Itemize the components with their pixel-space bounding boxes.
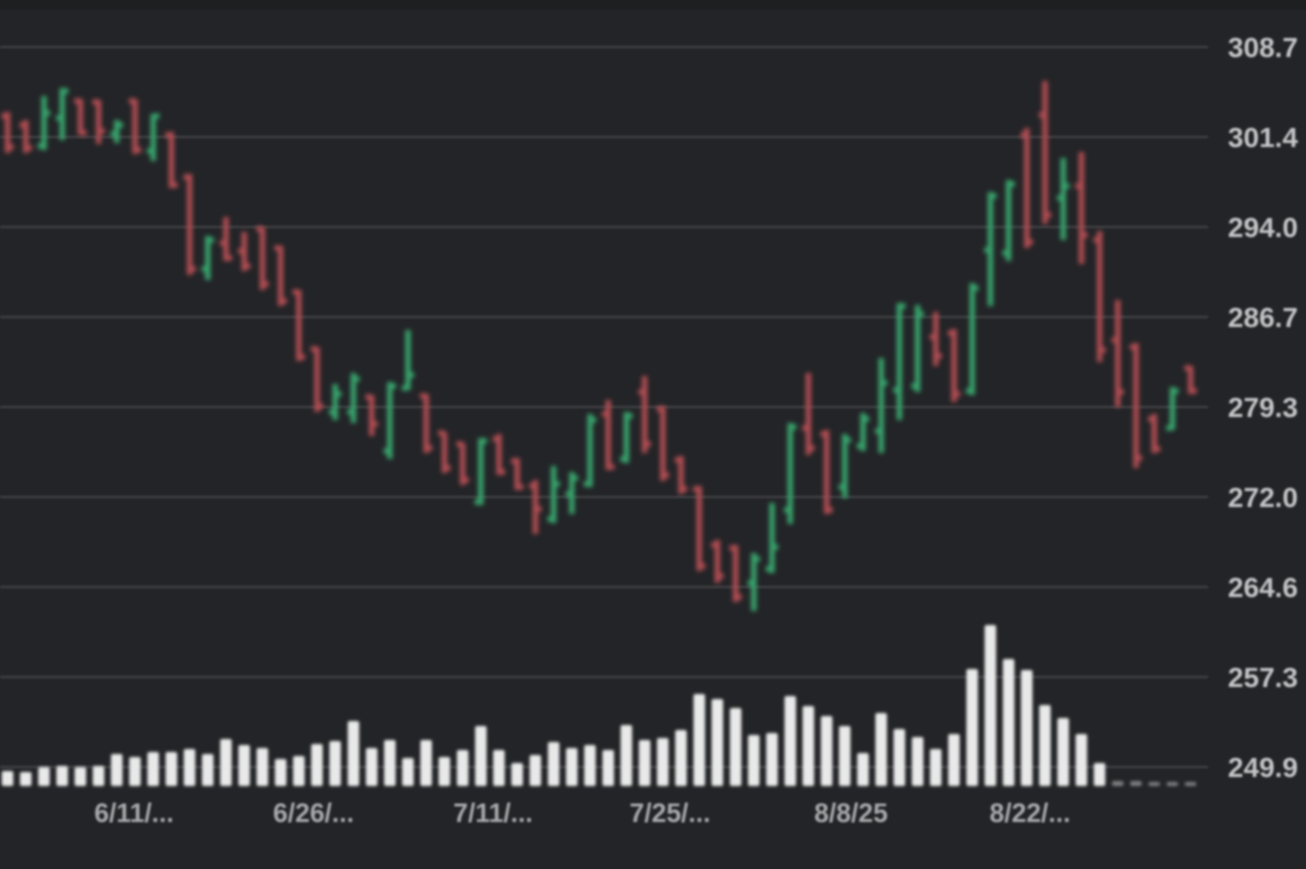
svg-text:286.7: 286.7 (1228, 302, 1298, 333)
svg-text:279.3: 279.3 (1228, 392, 1298, 423)
svg-text:294.0: 294.0 (1228, 212, 1298, 243)
svg-text:301.4: 301.4 (1228, 122, 1298, 153)
svg-text:8/22/...: 8/22/... (989, 798, 1070, 828)
svg-text:6/11/...: 6/11/... (94, 798, 174, 828)
svg-text:264.6: 264.6 (1228, 572, 1298, 603)
svg-text:257.3: 257.3 (1228, 662, 1298, 693)
svg-text:272.0: 272.0 (1228, 482, 1298, 513)
svg-text:308.7: 308.7 (1228, 32, 1298, 63)
svg-text:7/11/...: 7/11/... (453, 798, 533, 828)
svg-text:8/8/25: 8/8/25 (814, 798, 888, 828)
svg-text:249.9: 249.9 (1228, 752, 1298, 783)
svg-text:6/26/...: 6/26/... (273, 798, 354, 828)
svg-text:7/25/...: 7/25/... (629, 798, 710, 828)
